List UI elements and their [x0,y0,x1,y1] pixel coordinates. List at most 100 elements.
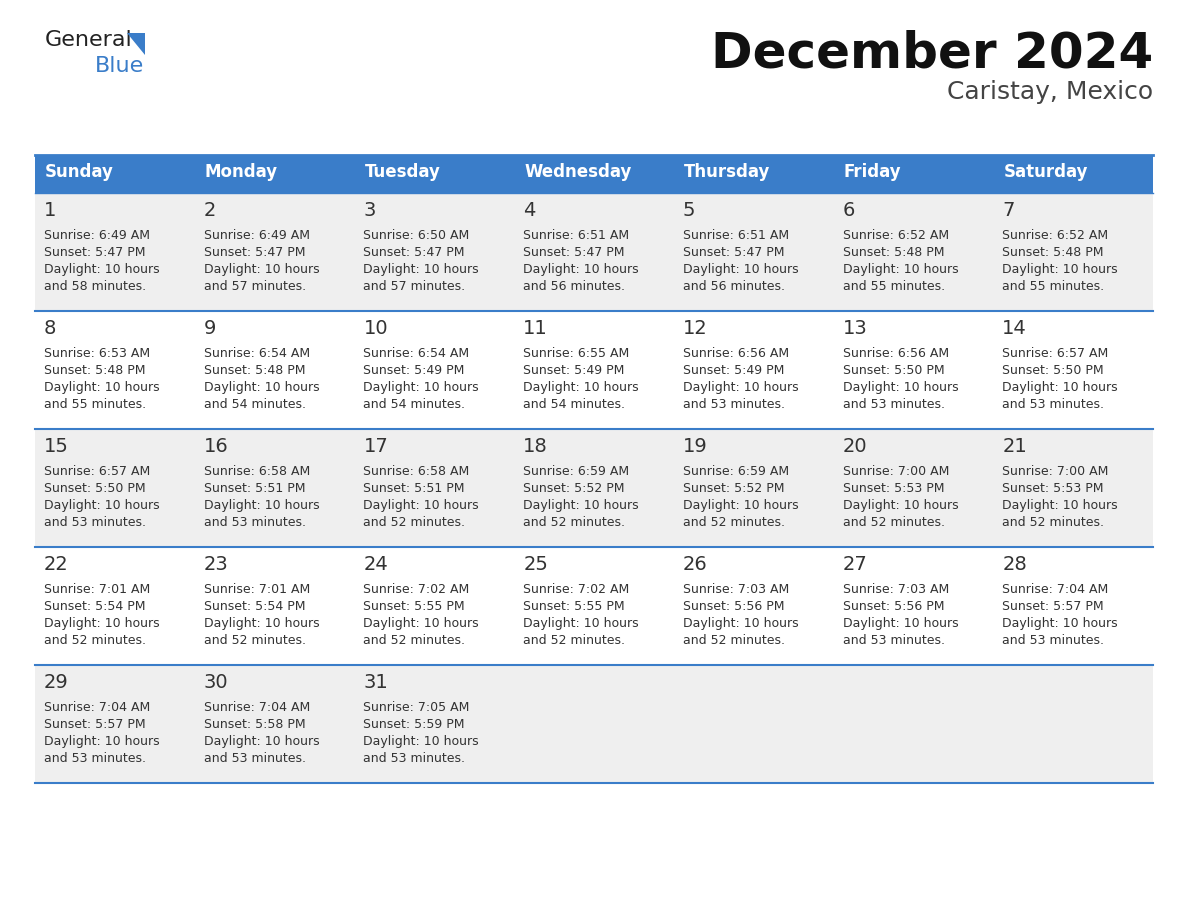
Text: Sunrise: 6:54 AM: Sunrise: 6:54 AM [364,347,469,360]
Bar [34,311,1154,429]
Text: Saturday: Saturday [1004,163,1088,181]
Text: Daylight: 10 hours: Daylight: 10 hours [364,381,479,394]
Text: Daylight: 10 hours: Daylight: 10 hours [1003,381,1118,394]
Text: 3: 3 [364,201,375,220]
Text: and 53 minutes.: and 53 minutes. [44,516,146,529]
Text: and 53 minutes.: and 53 minutes. [44,752,146,765]
Text: Sunrise: 7:04 AM: Sunrise: 7:04 AM [44,701,150,714]
Text: Sunset: 5:54 PM: Sunset: 5:54 PM [203,600,305,613]
Text: and 56 minutes.: and 56 minutes. [523,280,625,293]
Text: Sunset: 5:47 PM: Sunset: 5:47 PM [683,246,784,259]
Text: 16: 16 [203,437,228,456]
Text: Sunset: 5:47 PM: Sunset: 5:47 PM [203,246,305,259]
Text: Sunrise: 6:49 AM: Sunrise: 6:49 AM [44,229,150,242]
Text: 26: 26 [683,555,708,574]
Text: and 53 minutes.: and 53 minutes. [842,398,944,411]
Text: Daylight: 10 hours: Daylight: 10 hours [364,735,479,748]
Text: Daylight: 10 hours: Daylight: 10 hours [44,381,159,394]
Text: Sunrise: 6:53 AM: Sunrise: 6:53 AM [44,347,150,360]
Text: Sunrise: 7:03 AM: Sunrise: 7:03 AM [842,583,949,596]
Text: Daylight: 10 hours: Daylight: 10 hours [1003,617,1118,630]
Text: 24: 24 [364,555,388,574]
Text: Sunrise: 6:58 AM: Sunrise: 6:58 AM [364,465,469,478]
Text: and 55 minutes.: and 55 minutes. [44,398,146,411]
Text: Daylight: 10 hours: Daylight: 10 hours [523,617,639,630]
Text: Sunrise: 7:01 AM: Sunrise: 7:01 AM [203,583,310,596]
Text: Sunrise: 7:02 AM: Sunrise: 7:02 AM [364,583,469,596]
Text: 9: 9 [203,319,216,338]
Text: Sunrise: 7:04 AM: Sunrise: 7:04 AM [1003,583,1108,596]
Text: Sunrise: 7:00 AM: Sunrise: 7:00 AM [1003,465,1108,478]
Bar [34,193,1154,311]
Bar [834,155,993,193]
Text: Sunset: 5:53 PM: Sunset: 5:53 PM [1003,482,1104,495]
Text: Daylight: 10 hours: Daylight: 10 hours [44,617,159,630]
Text: and 53 minutes.: and 53 minutes. [203,752,305,765]
Text: Daylight: 10 hours: Daylight: 10 hours [203,381,320,394]
Text: Sunrise: 6:50 AM: Sunrise: 6:50 AM [364,229,469,242]
Text: Sunset: 5:51 PM: Sunset: 5:51 PM [203,482,305,495]
Text: and 56 minutes.: and 56 minutes. [683,280,785,293]
Text: and 54 minutes.: and 54 minutes. [364,398,466,411]
Text: and 52 minutes.: and 52 minutes. [842,516,944,529]
Text: Sunrise: 6:58 AM: Sunrise: 6:58 AM [203,465,310,478]
Text: Thursday: Thursday [684,163,770,181]
Text: and 52 minutes.: and 52 minutes. [203,634,305,647]
Text: and 55 minutes.: and 55 minutes. [1003,280,1105,293]
Text: and 52 minutes.: and 52 minutes. [44,634,146,647]
Text: 19: 19 [683,437,708,456]
Text: Sunset: 5:55 PM: Sunset: 5:55 PM [364,600,465,613]
Text: 10: 10 [364,319,388,338]
Text: and 53 minutes.: and 53 minutes. [842,634,944,647]
Bar [34,429,1154,547]
Text: Daylight: 10 hours: Daylight: 10 hours [842,263,959,276]
Bar [195,155,354,193]
Text: Sunrise: 6:51 AM: Sunrise: 6:51 AM [683,229,789,242]
Text: Sunrise: 6:52 AM: Sunrise: 6:52 AM [842,229,949,242]
Text: 11: 11 [523,319,548,338]
Text: Sunset: 5:53 PM: Sunset: 5:53 PM [842,482,944,495]
Text: 4: 4 [523,201,536,220]
Text: Sunrise: 6:59 AM: Sunrise: 6:59 AM [523,465,630,478]
Text: Sunrise: 7:01 AM: Sunrise: 7:01 AM [44,583,150,596]
Text: and 52 minutes.: and 52 minutes. [364,516,466,529]
Text: 5: 5 [683,201,695,220]
Text: 27: 27 [842,555,867,574]
Text: and 54 minutes.: and 54 minutes. [523,398,625,411]
Text: Daylight: 10 hours: Daylight: 10 hours [683,263,798,276]
Text: and 53 minutes.: and 53 minutes. [364,752,466,765]
Text: Daylight: 10 hours: Daylight: 10 hours [364,263,479,276]
Text: General: General [45,30,133,50]
Text: Sunset: 5:48 PM: Sunset: 5:48 PM [842,246,944,259]
Text: Sunrise: 6:49 AM: Sunrise: 6:49 AM [203,229,310,242]
Text: Sunrise: 7:04 AM: Sunrise: 7:04 AM [203,701,310,714]
Text: Sunrise: 6:55 AM: Sunrise: 6:55 AM [523,347,630,360]
Text: 1: 1 [44,201,56,220]
Text: Sunset: 5:50 PM: Sunset: 5:50 PM [44,482,146,495]
Text: Sunrise: 6:57 AM: Sunrise: 6:57 AM [44,465,150,478]
Text: Sunset: 5:58 PM: Sunset: 5:58 PM [203,718,305,731]
Text: and 52 minutes.: and 52 minutes. [683,634,785,647]
Text: Daylight: 10 hours: Daylight: 10 hours [203,735,320,748]
Bar [514,155,674,193]
Text: Sunrise: 6:54 AM: Sunrise: 6:54 AM [203,347,310,360]
Text: Sunrise: 6:59 AM: Sunrise: 6:59 AM [683,465,789,478]
Text: Daylight: 10 hours: Daylight: 10 hours [44,735,159,748]
Text: 30: 30 [203,673,228,692]
Text: Daylight: 10 hours: Daylight: 10 hours [683,381,798,394]
Text: Daylight: 10 hours: Daylight: 10 hours [842,499,959,512]
Text: Daylight: 10 hours: Daylight: 10 hours [842,381,959,394]
Text: December 2024: December 2024 [710,30,1154,78]
Text: and 55 minutes.: and 55 minutes. [842,280,944,293]
Text: 12: 12 [683,319,708,338]
Bar [34,547,1154,665]
Text: Sunset: 5:50 PM: Sunset: 5:50 PM [1003,364,1104,377]
Text: and 58 minutes.: and 58 minutes. [44,280,146,293]
Text: Wednesday: Wednesday [524,163,632,181]
Text: Sunset: 5:57 PM: Sunset: 5:57 PM [44,718,146,731]
Text: and 53 minutes.: and 53 minutes. [1003,398,1105,411]
Text: Sunset: 5:57 PM: Sunset: 5:57 PM [1003,600,1104,613]
Text: Sunset: 5:59 PM: Sunset: 5:59 PM [364,718,465,731]
Bar [993,155,1154,193]
Text: Sunset: 5:56 PM: Sunset: 5:56 PM [683,600,784,613]
